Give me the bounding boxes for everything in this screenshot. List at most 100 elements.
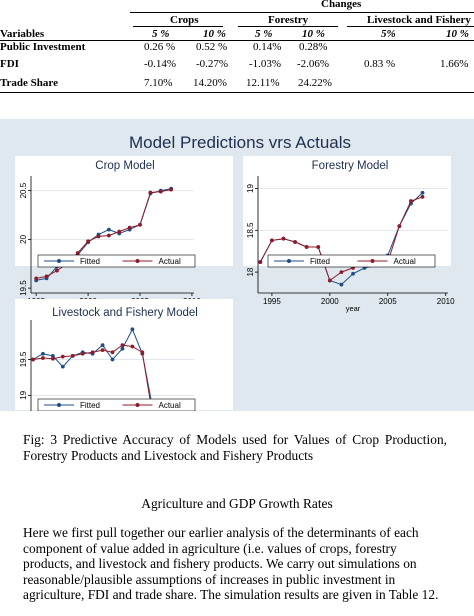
data-point-actual: [158, 189, 163, 194]
x-tick-label: 2010: [437, 297, 455, 306]
legend-label: Fitted: [80, 401, 100, 410]
data-point-actual: [80, 351, 85, 356]
chart-2: Livestock and Fishery Model18.51919.5199…: [15, 299, 233, 411]
table-cell: 0.28%: [299, 41, 328, 53]
data-point-actual: [140, 350, 145, 355]
legend-label: Fitted: [310, 257, 330, 266]
table-cell: -0.14%: [144, 58, 177, 70]
table-bottom-rule: [0, 92, 474, 93]
data-point-actual: [420, 194, 425, 199]
legend-label: Actual: [394, 257, 416, 266]
chart-panel: [243, 156, 451, 266]
data-point-fitted: [110, 357, 115, 362]
results-table: Changes Crops Forestry Livestock and Fis…: [0, 0, 474, 100]
charts-layer: Crop Model 19.5 20 20.5 1995 2000 2005 2010 year…: [15, 156, 455, 411]
data-point-fitted: [100, 343, 105, 348]
data-point-actual: [117, 229, 122, 234]
sub-header: 5%: [381, 28, 396, 40]
sub-header: 10 %: [302, 28, 325, 40]
data-point-fitted: [50, 353, 55, 358]
group-header-forestry: Forestry: [268, 14, 309, 26]
data-point-actual: [138, 222, 142, 227]
legend-marker: [57, 259, 61, 263]
row-label: Trade Share: [0, 77, 58, 89]
legend-box: [37, 254, 196, 268]
chart-title: Forestry Model: [312, 160, 389, 172]
group-rule-crops: [133, 26, 223, 27]
table-top-header: Changes: [321, 0, 362, 10]
legend-label: Fitted: [80, 257, 100, 266]
table-cell: 12.11%: [246, 77, 280, 89]
table-cell: -0.27%: [196, 58, 229, 70]
data-point-actual: [130, 344, 135, 349]
y-tick-label: 20.5: [19, 182, 28, 198]
data-point-actual: [293, 240, 297, 244]
y-tick-label: 19: [246, 184, 255, 193]
legend-box: [267, 254, 436, 268]
y-tick-label: 18.5: [246, 222, 255, 238]
chart-1: Forestry Model 18 18.5 19 1995 2000 2005 2010 ye…: [243, 156, 455, 313]
series-line-actual: [36, 189, 172, 279]
y-tick-label: 20: [19, 234, 28, 243]
y-tick-label: 19: [19, 390, 28, 399]
group-header-crops: Crops: [170, 14, 199, 26]
x-axis-label: year: [346, 304, 361, 313]
data-point-actual: [304, 245, 309, 249]
data-point-actual: [409, 199, 413, 203]
variables-label: Variables: [0, 28, 45, 40]
table-cell: 0.52 %: [196, 41, 228, 53]
y-tick-label: 18: [246, 267, 255, 276]
table-cell: 0.26 %: [144, 41, 176, 53]
row-label: Public Investment: [0, 41, 86, 53]
data-point-actual: [120, 343, 125, 348]
table-cell: 24.22%: [298, 77, 332, 89]
data-point-actual: [169, 187, 174, 192]
data-point-actual: [31, 357, 35, 362]
chart-0: Crop Model19.52020.51995200020052010year…: [15, 156, 233, 313]
figure-caption: Fig: 3 Predictive Accuracy of Models use…: [23, 432, 447, 463]
row-label: FDI: [0, 58, 19, 70]
chart-title: Livestock and Fishery Model: [52, 307, 198, 319]
legend-label: Actual: [159, 401, 181, 410]
data-point-actual: [90, 350, 95, 355]
figure-panel: Model Predictions vrs Actuals Crop Model…: [0, 119, 474, 411]
data-point-fitted: [339, 282, 344, 287]
data-point-actual: [44, 274, 49, 279]
data-point-actual: [327, 278, 332, 283]
data-point-fitted: [351, 271, 355, 276]
figure-title: Model Predictions vrs Actuals: [129, 133, 351, 152]
legend-box: [37, 398, 196, 411]
legend-marker: [370, 259, 375, 263]
data-point-actual: [258, 260, 263, 264]
legend-marker: [57, 403, 61, 407]
legend-marker: [135, 259, 140, 263]
section-heading: Agriculture and GDP Growth Rates: [141, 496, 333, 511]
table-cell: -1.03%: [249, 58, 282, 70]
table-cell: 1.66%: [440, 58, 469, 70]
data-point-actual: [110, 350, 115, 355]
table-cell: -2.06%: [297, 58, 330, 70]
data-point-fitted: [60, 364, 65, 369]
table-cell: 14.20%: [193, 77, 227, 89]
data-point-actual: [270, 238, 274, 243]
sub-header: 10 %: [203, 28, 226, 40]
data-point-actual: [75, 251, 80, 255]
table-cell: 7.10%: [144, 77, 173, 89]
group-rule-livestock: [347, 26, 474, 27]
chart-panel: [15, 299, 233, 410]
data-point-actual: [100, 348, 105, 353]
group-rule-forestry: [238, 26, 338, 27]
data-point-actual: [127, 225, 132, 230]
data-point-actual: [148, 190, 153, 195]
table-cell: 0.83 %: [364, 58, 396, 70]
chart-title: Crop Model: [95, 160, 154, 172]
data-point-fitted: [106, 227, 111, 232]
sub-header: 10 %: [446, 28, 469, 40]
data-point-actual: [281, 236, 286, 241]
data-point-actual: [50, 356, 55, 361]
data-point-actual: [70, 353, 75, 358]
data-point-actual: [339, 270, 344, 275]
table-cell: 0.14%: [253, 41, 282, 53]
data-point-actual: [60, 354, 65, 359]
data-point-actual: [34, 276, 39, 281]
